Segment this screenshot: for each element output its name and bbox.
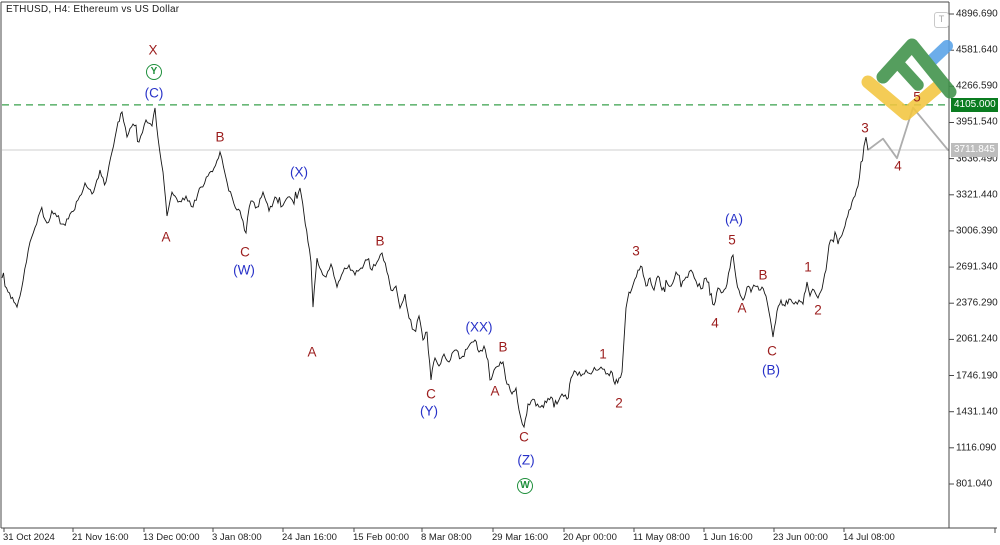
price-axis-tick-label: 1116.090 [956, 442, 997, 454]
price-axis-tick-label: 2376.290 [956, 297, 998, 309]
time-axis-tick-label: 29 Mar 16:00 [492, 532, 548, 543]
price-axis-tick-label: 1746.190 [956, 370, 998, 382]
wave-label-blue: (W) [233, 262, 255, 278]
wave-label-blue: (C) [144, 85, 164, 101]
wave-label-red: 5 [728, 232, 736, 248]
price-axis-tick-label: 2691.340 [956, 261, 998, 273]
time-axis-tick-label: 24 Jan 16:00 [282, 532, 337, 543]
time-axis-tick-label: 11 May 08:00 [633, 532, 690, 543]
time-axis-tick-label: 8 Mar 08:00 [421, 532, 472, 543]
text-tool-button[interactable]: T [934, 12, 949, 28]
chart-frame [0, 1, 997, 533]
forecast-line [867, 106, 949, 160]
time-axis-tick-label: 14 Jul 08:00 [843, 532, 895, 543]
wave-label-red: 3 [861, 120, 869, 136]
wave-label-red: 2 [814, 302, 822, 318]
price-axis-tick-label: 4266.590 [956, 80, 998, 92]
wave-label-red: C [426, 386, 436, 402]
brand-logo [861, 38, 957, 121]
wave-label-red: 2 [615, 395, 623, 411]
wave-label-red: 1 [599, 346, 607, 362]
wave-label-red: C [240, 244, 250, 260]
wave-label-red: B [375, 233, 385, 249]
price-axis-tick-label: 2061.240 [956, 333, 998, 345]
time-axis-tick-label: 13 Dec 00:00 [143, 532, 200, 543]
wave-label-red: B [758, 267, 768, 283]
time-axis-tick-label: 20 Apr 00:00 [563, 532, 617, 543]
price-axis-tick-label: 3321.440 [956, 189, 998, 201]
logo-green-chevron [876, 38, 957, 99]
wave-label-blue: (A) [725, 211, 743, 227]
time-axis-tick-label: 23 Jun 00:00 [773, 532, 828, 543]
target-price-badge: 4105.000 [951, 97, 998, 112]
wave-label-red: X [148, 42, 158, 58]
time-axis-tick-label: 31 Oct 2024 [3, 532, 55, 543]
wave-label-red: A [161, 229, 171, 245]
wave-label-red: B [215, 129, 225, 145]
wave-label-blue: (Z) [517, 452, 535, 468]
wave-label-circled: Y [146, 64, 162, 80]
wave-label-red: 3 [632, 243, 640, 259]
wave-label-blue: (X) [290, 164, 308, 180]
logo-green-inner-stroke [892, 57, 924, 91]
wave-label-circled: W [517, 478, 533, 494]
wave-label-red: A [737, 300, 747, 316]
price-axis-tick-label: 3951.540 [956, 116, 998, 128]
current-price-badge: 3711.845 [951, 142, 998, 157]
wave-label-red: 1 [804, 259, 812, 275]
wave-label-red: 5 [913, 89, 921, 105]
wave-label-red: C [767, 343, 777, 359]
price-axis-tick-label: 801.040 [956, 478, 993, 490]
time-axis-tick-label: 21 Nov 16:00 [72, 532, 129, 543]
price-line [1, 107, 869, 429]
time-axis-tick-label: 1 Jun 16:00 [703, 532, 753, 543]
price-axis-tick-label: 3006.390 [956, 225, 998, 237]
time-axis-tick-label: 15 Feb 00:00 [353, 532, 409, 543]
wave-label-red: B [498, 339, 508, 355]
wave-label-red: A [307, 344, 317, 360]
wave-label-red: A [490, 383, 500, 399]
price-axis-tick-label: 3636.490 [956, 153, 998, 165]
symbol-title: ETHUSD, H4: Ethereum vs US Dollar [6, 4, 180, 15]
wave-label-red: C [519, 429, 529, 445]
wave-label-red: 4 [711, 315, 719, 331]
wave-label-blue: (Y) [420, 403, 438, 419]
price-axis-tick-label: 4896.690 [956, 8, 998, 20]
wave-label-blue: (B) [762, 362, 780, 378]
logo-yellow-check [861, 75, 948, 121]
time-axis-tick-label: 3 Jan 08:00 [212, 532, 262, 543]
price-axis-tick-label: 4581.640 [956, 44, 998, 56]
wave-label-blue: (XX) [465, 319, 493, 335]
price-axis-tick-label: 1431.140 [956, 406, 998, 418]
wave-label-red: 4 [894, 158, 902, 174]
